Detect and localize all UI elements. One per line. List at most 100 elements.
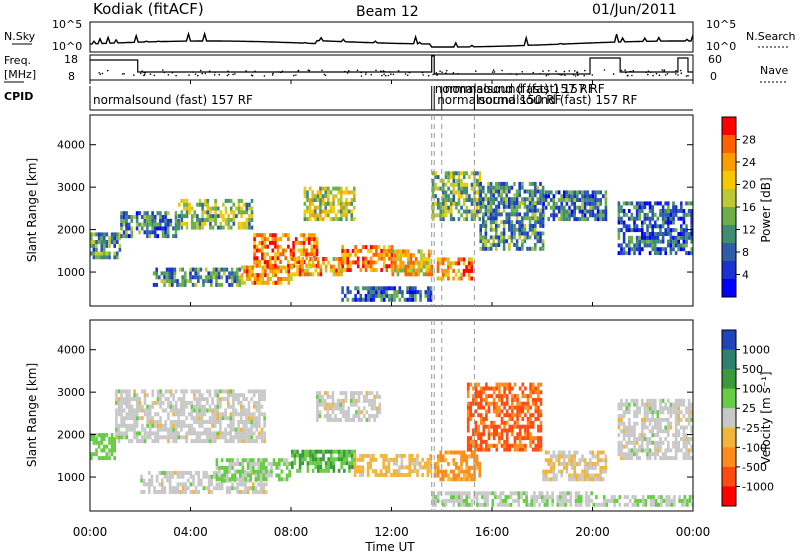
data-cell bbox=[669, 406, 673, 411]
x-tick-label: 00:00 bbox=[73, 525, 108, 539]
data-cell bbox=[105, 456, 109, 461]
data-cell bbox=[284, 248, 288, 253]
nave-point bbox=[360, 71, 363, 73]
data-cell bbox=[103, 444, 106, 449]
data-cell bbox=[434, 213, 437, 218]
data-cell bbox=[596, 190, 600, 195]
data-cell bbox=[138, 397, 142, 402]
data-cell bbox=[565, 454, 569, 459]
data-cell bbox=[148, 427, 152, 432]
data-cell bbox=[238, 267, 242, 272]
data-cell bbox=[447, 194, 450, 199]
data-cell bbox=[135, 420, 139, 424]
data-cell bbox=[489, 216, 493, 221]
data-cell bbox=[685, 406, 688, 411]
data-cell bbox=[298, 465, 302, 469]
data-cell bbox=[226, 431, 230, 436]
data-cell bbox=[439, 450, 442, 455]
nave-point bbox=[380, 70, 382, 72]
data-cell bbox=[552, 194, 556, 199]
data-cell bbox=[530, 495, 534, 500]
data-cell bbox=[596, 213, 600, 218]
data-cell bbox=[213, 470, 216, 475]
data-cell bbox=[516, 401, 519, 406]
data-cell bbox=[167, 404, 170, 409]
data-cell bbox=[316, 406, 319, 411]
data-cell bbox=[509, 491, 513, 496]
data-cell bbox=[563, 209, 566, 214]
data-cell bbox=[669, 239, 673, 244]
data-cell bbox=[297, 240, 301, 245]
data-cell bbox=[115, 400, 118, 405]
data-cell bbox=[664, 448, 667, 453]
data-cell bbox=[148, 490, 151, 494]
data-cell bbox=[224, 431, 227, 436]
data-cell bbox=[622, 220, 626, 225]
data-cell bbox=[487, 386, 491, 391]
data-cell bbox=[214, 214, 217, 219]
data-cell bbox=[297, 248, 301, 253]
data-cell bbox=[263, 233, 267, 238]
data-cell bbox=[279, 244, 282, 249]
data-cell bbox=[248, 218, 251, 222]
data-cell bbox=[529, 382, 532, 387]
data-cell bbox=[311, 213, 314, 218]
data-cell bbox=[260, 397, 264, 402]
data-cell bbox=[538, 502, 541, 507]
nave-point bbox=[404, 73, 407, 75]
data-cell bbox=[367, 293, 370, 298]
data-cell bbox=[638, 228, 641, 233]
data-cell bbox=[536, 220, 540, 225]
data-cell bbox=[469, 436, 473, 441]
data-cell bbox=[521, 185, 524, 190]
colorbar-swatch bbox=[722, 279, 736, 298]
data-cell bbox=[523, 235, 527, 240]
data-cell bbox=[215, 282, 218, 287]
data-cell bbox=[256, 277, 259, 281]
data-cell bbox=[525, 495, 528, 500]
data-cell bbox=[259, 490, 263, 494]
data-cell bbox=[560, 473, 563, 478]
data-cell bbox=[622, 402, 626, 407]
data-cell bbox=[482, 243, 485, 247]
data-cell bbox=[431, 491, 435, 496]
data-cell bbox=[685, 417, 688, 422]
data-cell bbox=[578, 205, 582, 210]
nave-point bbox=[232, 73, 234, 76]
data-cell bbox=[492, 227, 495, 232]
data-cell bbox=[589, 473, 592, 478]
data-cell bbox=[492, 424, 496, 429]
data-cell bbox=[196, 221, 199, 226]
data-cell bbox=[478, 217, 482, 222]
data-cell bbox=[353, 186, 356, 191]
data-cell bbox=[398, 286, 402, 291]
data-cell bbox=[181, 490, 185, 494]
data-cell bbox=[539, 193, 542, 198]
data-cell bbox=[664, 216, 667, 221]
data-cell bbox=[353, 465, 357, 470]
data-cell bbox=[252, 404, 256, 409]
data-cell bbox=[359, 465, 362, 470]
data-cell bbox=[594, 213, 597, 218]
data-cell bbox=[498, 436, 501, 441]
data-cell bbox=[247, 435, 251, 440]
data-cell bbox=[245, 408, 248, 413]
data-cell bbox=[232, 202, 236, 207]
data-cell bbox=[548, 495, 552, 500]
data-cell bbox=[517, 491, 521, 496]
data-cell bbox=[362, 256, 365, 261]
data-cell bbox=[591, 209, 595, 214]
data-cell bbox=[492, 436, 496, 441]
data-cell bbox=[307, 252, 311, 257]
data-cell bbox=[193, 420, 196, 424]
data-cell bbox=[337, 453, 341, 458]
data-cell bbox=[256, 280, 259, 285]
data-cell bbox=[314, 209, 317, 214]
data-cell bbox=[203, 397, 207, 402]
data-cell bbox=[436, 213, 440, 218]
data-cell bbox=[604, 458, 608, 463]
data-cell bbox=[148, 470, 151, 475]
data-cell bbox=[369, 248, 373, 253]
data-cell bbox=[526, 428, 530, 433]
data-cell bbox=[372, 252, 376, 257]
